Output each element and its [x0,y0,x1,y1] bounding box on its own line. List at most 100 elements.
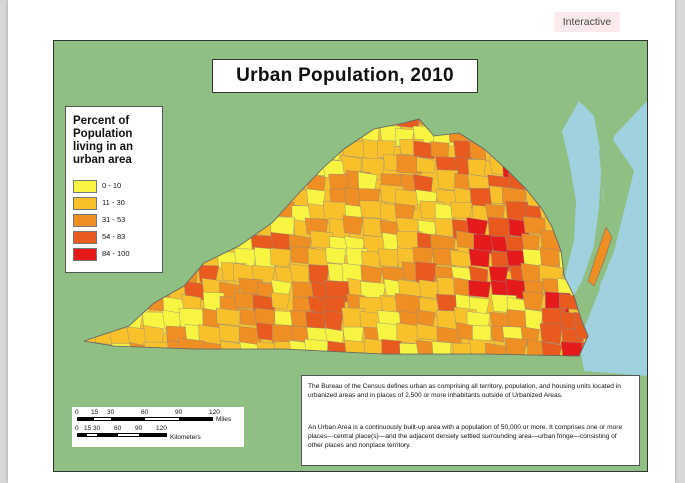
county-region [289,123,315,144]
interactive-badge[interactable]: Interactive [554,12,620,32]
scale-bar: 0 15 30 60 90 120 Miles 0 15 30 60 90 12… [72,407,244,447]
county-region [434,119,454,129]
county-region [215,139,238,158]
county-region [221,154,244,177]
county-region [257,187,279,208]
legend-label: 0 - 10 [102,181,122,190]
county-region [271,155,291,176]
county-region [435,355,459,356]
county-region [105,355,130,356]
county-region [95,280,119,301]
county-region [84,342,99,356]
county-region [453,119,475,127]
county-region [524,308,544,331]
county-region [418,353,440,356]
county-region [179,119,206,131]
county-region [452,342,474,356]
county-region [201,200,221,222]
county-region [323,311,344,332]
scale-miles-tick: 30 [107,409,115,416]
county-region [270,142,290,163]
county-region [165,155,192,173]
county-region [539,323,563,345]
county-region [164,232,189,250]
county-region [544,186,569,206]
county-region [540,141,563,164]
county-region [112,280,134,302]
county-region [256,341,276,356]
county-region [73,358,94,378]
county-region [197,220,221,243]
county-region [201,154,221,173]
county-region [147,356,172,375]
county-region [433,218,457,238]
county-region [469,119,492,132]
legend-swatch [73,214,97,227]
county-region [217,187,241,207]
county-region [231,200,257,219]
county-region [237,124,260,146]
county-region [376,358,400,376]
virginia-border [83,118,589,357]
county-region [526,127,548,146]
scale-miles-tick: 15 [91,409,99,416]
county-region [413,140,436,159]
county-region [325,119,349,133]
county-region [487,355,508,356]
county-region [490,250,512,272]
county-region [468,280,491,298]
county-region [306,357,330,376]
county-region [123,310,144,330]
county-region [275,123,300,143]
county-region [91,308,111,326]
county-region [238,184,260,207]
scale-miles-tick: 0 [75,409,79,416]
scale-miles-bar [77,417,213,421]
county-region [504,119,525,133]
note-paragraph: An Urban Area is a continuously built-up… [308,424,623,449]
county-region [304,338,329,356]
county-region [220,203,247,223]
county-region [239,119,266,130]
county-region [526,356,549,375]
county-region [180,234,204,254]
county-region [523,119,546,132]
legend-label: 31 - 53 [102,215,126,224]
county-region [503,143,527,163]
county-region [270,247,293,267]
county-region [218,119,238,135]
county-region [95,358,118,379]
county-region [236,358,259,377]
county-region [93,295,115,316]
county-region [537,119,565,128]
county-region [220,217,241,235]
county-region [398,357,422,376]
scale-miles-tick: 120 [209,409,220,416]
eastern-shore [587,226,613,287]
county-region [341,140,366,158]
county-region [520,155,543,175]
county-region [454,357,479,374]
county-region [364,355,390,356]
county-region [219,173,246,193]
scale-km-tick: 0 [75,425,79,432]
county-region [181,202,200,225]
county-region [505,123,526,142]
county-region [203,127,227,147]
scale-miles-tick: 90 [175,409,183,416]
county-region [127,358,151,379]
county-region [468,248,490,268]
county-region [256,352,278,356]
county-region [417,119,440,127]
county-region [84,296,100,316]
county-region [178,186,205,207]
virginia-urban-population-map: Urban Population, 2010 Percent of Popula… [53,40,648,472]
scale-miles-tick: 60 [141,409,149,416]
county-region [377,248,400,268]
county-region [541,341,563,356]
note-paragraph: The Bureau of the Census defines urban a… [308,383,621,399]
county-region [416,156,437,174]
county-region [381,339,402,356]
county-region [305,138,329,160]
county-region [488,124,511,143]
